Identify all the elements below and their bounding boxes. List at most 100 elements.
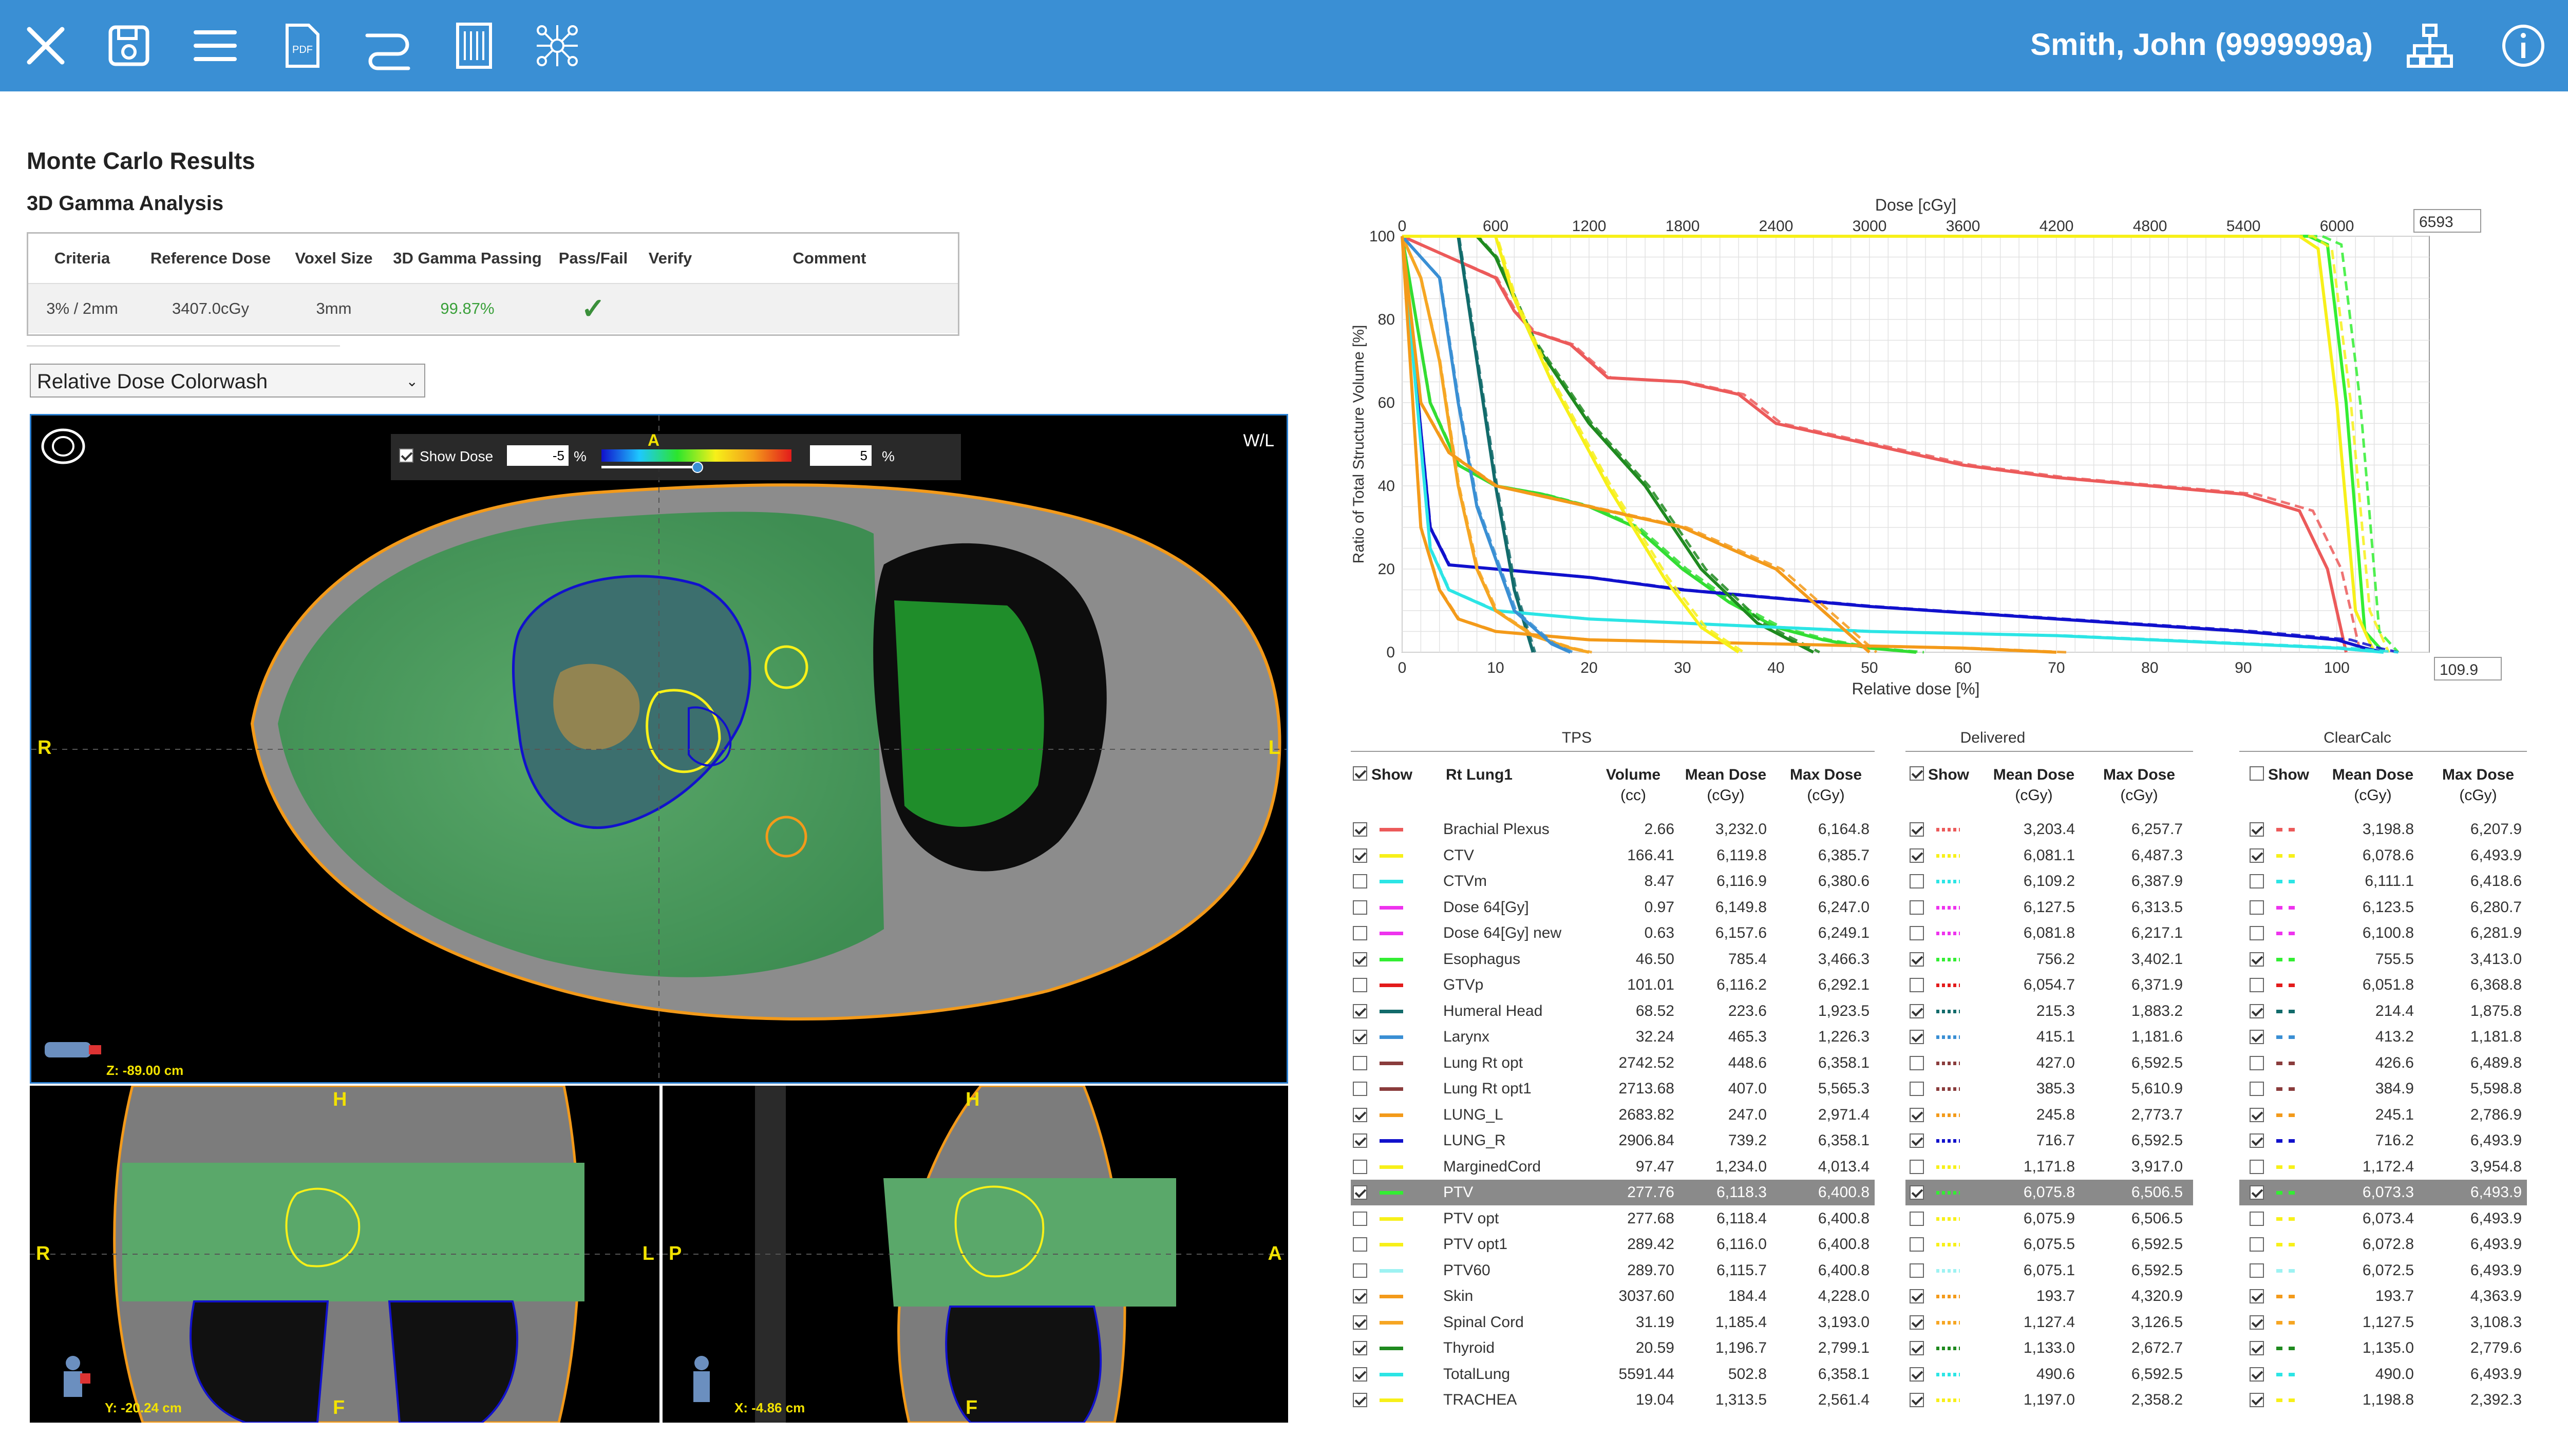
clearcalc-show-checkbox[interactable] (2250, 1393, 2264, 1407)
delivered-show-checkbox[interactable] (1910, 1082, 1924, 1096)
clearcalc-show-checkbox[interactable] (2250, 1315, 2264, 1330)
tps-show-checkbox[interactable] (1353, 1133, 1367, 1148)
body-orientation-icon[interactable] (39, 427, 88, 466)
tps-show-checkbox[interactable] (1353, 978, 1367, 992)
tps-show-checkbox[interactable] (1353, 1237, 1367, 1252)
delivered-show-checkbox[interactable] (1910, 978, 1924, 992)
structure-row[interactable]: Larynx 32.24 465.3 1,226.3 415.1 1,181.6 413.2… (1351, 1024, 2532, 1050)
colorbar-slider-handle[interactable] (692, 462, 703, 473)
delivered-show-checkbox[interactable] (1910, 874, 1924, 888)
delivered-show-checkbox[interactable] (1910, 952, 1924, 967)
tps-show-checkbox[interactable] (1353, 1393, 1367, 1407)
structure-row[interactable]: Lung Rt opt1 2713.68 407.0 5,565.3 385.3 5,61… (1351, 1076, 2532, 1102)
show-dose-checkbox[interactable] (399, 448, 413, 463)
tps-show-checkbox[interactable] (1353, 1107, 1367, 1122)
clearcalc-show-checkbox[interactable] (2250, 1237, 2264, 1252)
structure-row[interactable]: LUNG_L 2683.82 247.0 2,971.4 245.8 2,773.7 245… (1351, 1102, 2532, 1128)
view-mode-select[interactable]: Relative Dose Colorwash ⌄ (30, 364, 425, 398)
delivered-show-checkbox[interactable] (1910, 822, 1924, 837)
save-icon[interactable] (101, 17, 157, 74)
clearcalc-show-checkbox[interactable] (2250, 1185, 2264, 1200)
clearcalc-show-checkbox[interactable] (2250, 822, 2264, 837)
tps-show-checkbox[interactable] (1353, 1263, 1367, 1278)
structure-row[interactable]: PTV 277.76 6,118.3 6,400.8 6,075.8 6,506.5 6,0… (1351, 1180, 2532, 1205)
delivered-show-checkbox[interactable] (1910, 1004, 1924, 1018)
clearcalc-show-checkbox[interactable] (2250, 1107, 2264, 1122)
tps-show-checkbox[interactable] (1353, 1185, 1367, 1200)
clearcalc-show-checkbox[interactable] (2250, 926, 2264, 940)
structure-row[interactable]: LUNG_R 2906.84 739.2 6,358.1 716.7 6,592.5 716… (1351, 1128, 2532, 1154)
delivered-show-checkbox[interactable] (1910, 1159, 1924, 1174)
coronal-view[interactable]: H F R L Y: -20.24 cm (30, 1086, 659, 1423)
clearcalc-show-checkbox[interactable] (2250, 1367, 2264, 1382)
dose-max-input[interactable]: 5 (810, 445, 872, 466)
structure-row[interactable]: Skin 3037.60 184.4 4,228.0 193.7 4,320.9 193.7… (1351, 1283, 2532, 1309)
info-icon[interactable] (2495, 17, 2552, 74)
structure-row[interactable]: MarginedCord 97.47 1,234.0 4,013.4 1,171.8 3,… (1351, 1154, 2532, 1180)
delivered-show-checkbox[interactable] (1910, 1367, 1924, 1382)
tps-show-checkbox[interactable] (1353, 1315, 1367, 1330)
structure-row[interactable]: PTV opt 277.68 6,118.4 6,400.8 6,075.9 6,506.… (1351, 1206, 2532, 1232)
clearcalc-show-checkbox[interactable] (2250, 848, 2264, 863)
delivered-show-checkbox[interactable] (1910, 1315, 1924, 1330)
report-icon[interactable] (446, 17, 502, 74)
tps-show-checkbox[interactable] (1353, 848, 1367, 863)
clearcalc-show-checkbox[interactable] (2250, 1030, 2264, 1044)
tps-show-checkbox[interactable] (1353, 1367, 1367, 1382)
delivered-show-checkbox[interactable] (1910, 926, 1924, 940)
structure-row[interactable]: Esophagus 46.50 785.4 3,466.3 756.2 3,402.1 75… (1351, 947, 2532, 972)
tps-show-checkbox[interactable] (1353, 926, 1367, 940)
clearcalc-show-checkbox[interactable] (2250, 1341, 2264, 1355)
clearcalc-show-checkbox[interactable] (2250, 1133, 2264, 1148)
structure-row[interactable]: CTVm 8.47 6,116.9 6,380.6 6,109.2 6,387.9 6,11… (1351, 868, 2532, 894)
tps-show-checkbox[interactable] (1353, 1159, 1367, 1174)
clearcalc-show-checkbox[interactable] (2250, 1211, 2264, 1226)
delivered-show-checkbox[interactable] (1910, 900, 1924, 915)
tps-show-checkbox[interactable] (1353, 1341, 1367, 1355)
structure-row[interactable]: Spinal Cord 31.19 1,185.4 3,193.0 1,127.4 3,1… (1351, 1310, 2532, 1335)
delivered-show-all-checkbox[interactable] (1910, 766, 1924, 781)
structure-row[interactable]: Lung Rt opt 2742.52 448.6 6,358.1 427.0 6,592… (1351, 1050, 2532, 1076)
structure-row[interactable]: PTV opt1 289.42 6,116.0 6,400.8 6,075.5 6,592… (1351, 1232, 2532, 1257)
delivered-show-checkbox[interactable] (1910, 1211, 1924, 1226)
tps-show-checkbox[interactable] (1353, 822, 1367, 837)
clearcalc-show-checkbox[interactable] (2250, 1159, 2264, 1174)
structure-row[interactable]: TotalLung 5591.44 502.8 6,358.1 490.6 6,592.5… (1351, 1362, 2532, 1387)
clearcalc-show-checkbox[interactable] (2250, 952, 2264, 967)
delivered-show-checkbox[interactable] (1910, 1185, 1924, 1200)
window-level-icon[interactable]: W/L (1243, 431, 1274, 450)
tps-show-checkbox[interactable] (1353, 1055, 1367, 1070)
clearcalc-show-checkbox[interactable] (2250, 978, 2264, 992)
pdf-icon[interactable]: PDF (273, 17, 330, 74)
delivered-show-checkbox[interactable] (1910, 848, 1924, 863)
hierarchy-icon[interactable] (2402, 17, 2458, 74)
structure-row[interactable]: Brachial Plexus 2.66 3,232.0 6,164.8 3,203.4… (1351, 817, 2532, 842)
clearcalc-show-checkbox[interactable] (2250, 1055, 2264, 1070)
delivered-show-checkbox[interactable] (1910, 1055, 1924, 1070)
sagittal-view[interactable]: H F P A X: -4.86 cm (663, 1086, 1288, 1423)
clearcalc-show-checkbox[interactable] (2250, 1004, 2264, 1018)
delivered-show-checkbox[interactable] (1910, 1030, 1924, 1044)
delivered-show-checkbox[interactable] (1910, 1263, 1924, 1278)
tps-show-checkbox[interactable] (1353, 1082, 1367, 1096)
delivered-show-checkbox[interactable] (1910, 1341, 1924, 1355)
delivered-show-checkbox[interactable] (1910, 1133, 1924, 1148)
structure-row[interactable]: Dose 64[Gy] 0.97 6,149.8 6,247.0 6,127.5 6,31… (1351, 895, 2532, 920)
tps-show-checkbox[interactable] (1353, 1211, 1367, 1226)
clearcalc-show-checkbox[interactable] (2250, 900, 2264, 915)
loop-icon[interactable] (360, 17, 416, 74)
structure-row[interactable]: TRACHEA 19.04 1,313.5 2,561.4 1,197.0 2,358.2… (1351, 1387, 2532, 1413)
clearcalc-show-all-checkbox[interactable] (2250, 766, 2264, 781)
tps-show-all-checkbox[interactable] (1353, 766, 1367, 781)
structure-row[interactable]: Humeral Head 68.52 223.6 1,923.5 215.3 1,883.… (1351, 998, 2532, 1024)
close-icon[interactable] (17, 17, 74, 74)
axial-view[interactable]: Show Dose -5 % A 5 % W/L R L Z: -89.00 c… (30, 414, 1288, 1084)
clearcalc-show-checkbox[interactable] (2250, 874, 2264, 888)
structure-row[interactable]: Thyroid 20.59 1,196.7 2,799.1 1,133.0 2,672.7… (1351, 1335, 2532, 1361)
menu-icon[interactable] (187, 17, 243, 74)
tps-show-checkbox[interactable] (1353, 1030, 1367, 1044)
tps-show-checkbox[interactable] (1353, 1289, 1367, 1303)
dose-min-input[interactable]: -5 (507, 445, 569, 466)
structure-row[interactable]: PTV60 289.70 6,115.7 6,400.8 6,075.1 6,592.5 6… (1351, 1258, 2532, 1283)
clearcalc-show-checkbox[interactable] (2250, 1082, 2264, 1096)
